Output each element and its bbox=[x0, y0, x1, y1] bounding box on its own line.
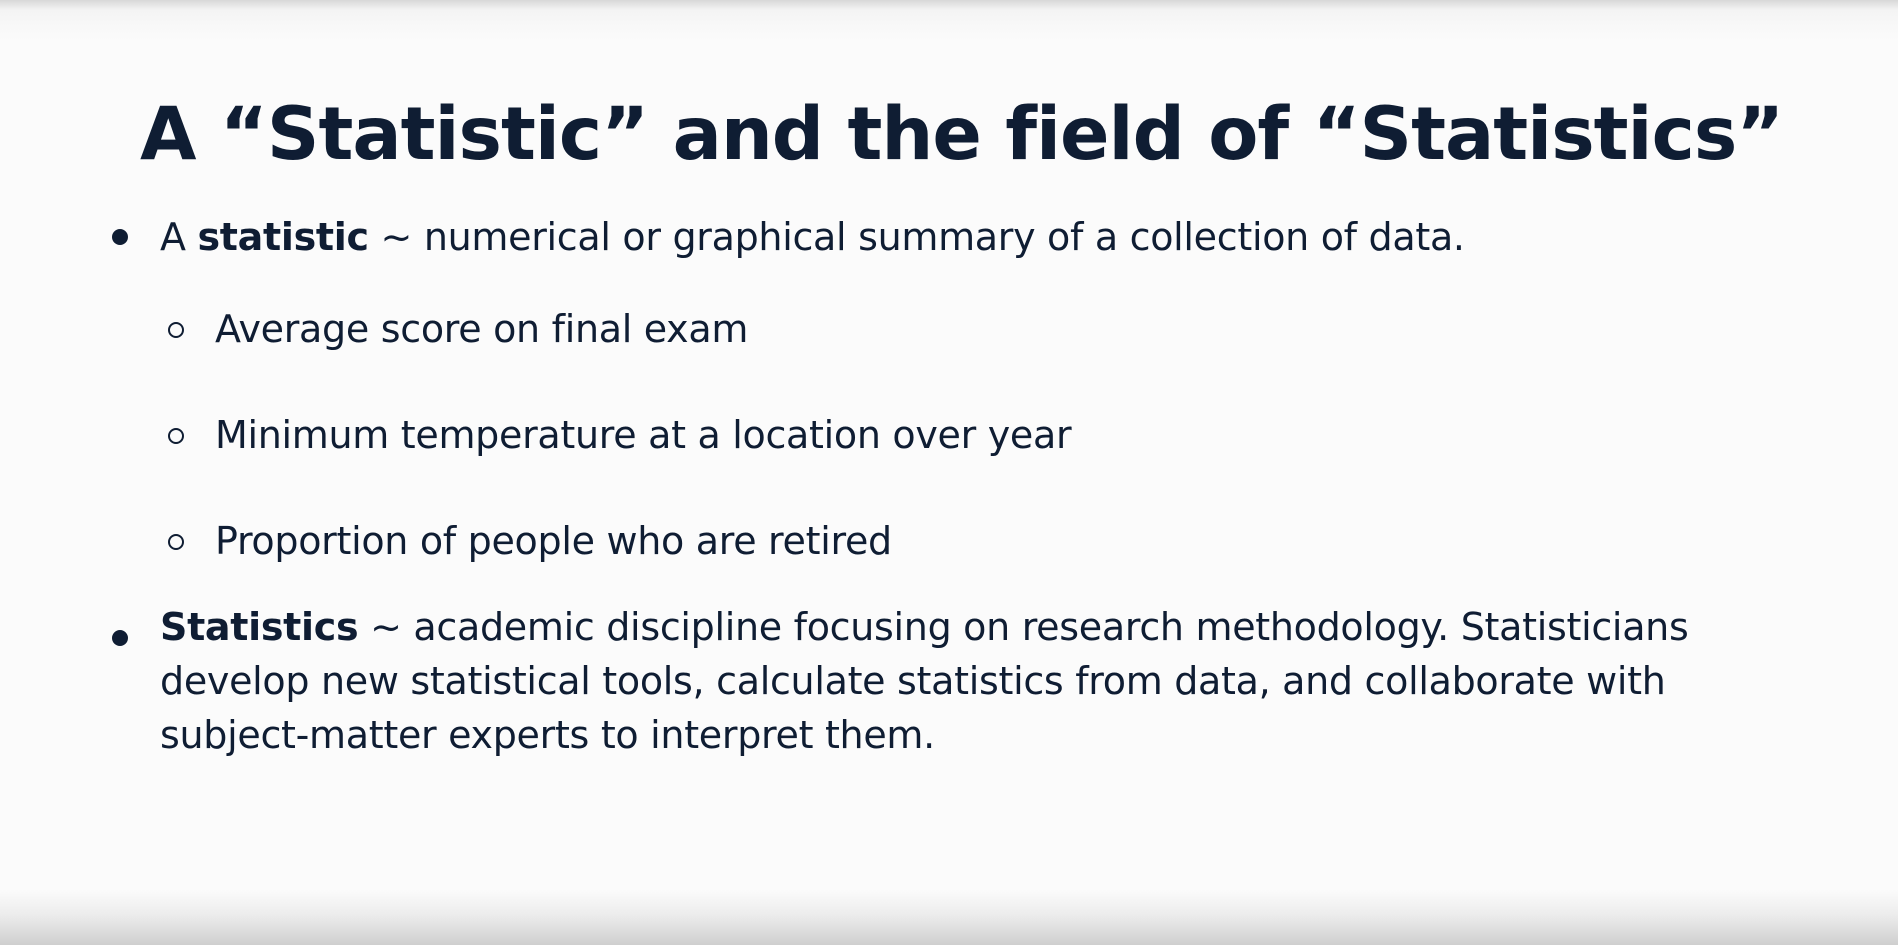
sub-item: Proportion of people who are retired bbox=[215, 519, 892, 563]
bullet-dot-icon bbox=[112, 229, 128, 245]
sub-bullet-circle-icon bbox=[168, 428, 184, 444]
sub-item: Minimum temperature at a location over y… bbox=[215, 413, 1072, 457]
bullet-definition: ~ academic discipline focusing on resear… bbox=[160, 605, 1689, 757]
bullet-term: statistic bbox=[197, 215, 369, 259]
slide-title: A “Statistic” and the field of “Statisti… bbox=[140, 92, 1784, 177]
sub-item: Average score on final exam bbox=[215, 307, 749, 351]
sub-bullet-circle-icon bbox=[168, 534, 184, 550]
bullet-dot-icon bbox=[112, 630, 128, 646]
bullet-term: Statistics bbox=[160, 605, 359, 649]
sub-bullet-circle-icon bbox=[168, 322, 184, 338]
bullet-statistic: A statistic ~ numerical or graphical sum… bbox=[160, 210, 1720, 264]
bullet-definition: ~ numerical or graphical summary of a co… bbox=[368, 215, 1466, 259]
bullet-lead: A bbox=[160, 215, 198, 259]
bullet-statistics: Statistics ~ academic discipline focusin… bbox=[160, 600, 1800, 762]
